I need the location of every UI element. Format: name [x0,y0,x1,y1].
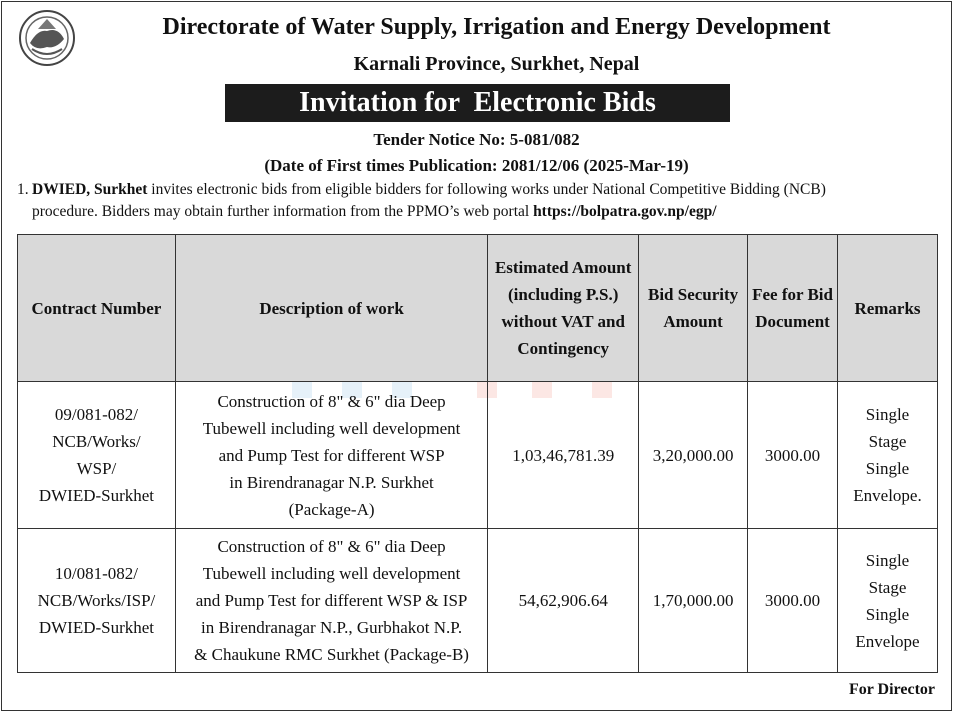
description-line: Construction of 8" & 6" dia Deep [217,537,446,556]
contract-line: DWIED-Surkhet [38,486,155,505]
bid-security-cell: 1,70,000.00 [638,528,749,673]
column-header-security: Bid Security Amount [638,234,749,382]
remarks-line: Stage [868,577,907,597]
description-line: and Pump Test for different WSP & ISP [195,591,468,610]
column-header-estimated: Estimated Amount (including P.S.) withou… [487,234,640,382]
remarks-line: Single [865,459,910,478]
description-line: Construction of 8" & 6" dia Deep [217,391,446,411]
column-header-fee: Fee for Bid Document [747,234,839,382]
description-cell: Construction of 8" & 6" dia Deep Tubewel… [174,381,489,529]
description-line: Tubewell including well development [202,418,461,438]
description-line: in Birendranagar N.P., Gurbhakot N.P. [201,618,463,637]
intro-paragraph: 1. DWIED, Surkhet invites electronic bids… [17,179,935,223]
remarks-line: Single [865,604,910,624]
contract-line: 09/081-082/ [54,405,138,424]
remarks-line: Envelope [855,631,920,651]
table-row: 09/081-082/ NCB/Works/ WSP/ DWIED-Surkhe… [17,381,938,529]
table-row: 10/081-082/ NCB/Works/ISP/ DWIED-Surkhet… [17,528,938,673]
column-header-description: Description of work [174,234,489,382]
portal-link[interactable]: https://bolpatra.gov.np/egp/ [533,203,717,220]
contract-number-cell: 09/081-082/ NCB/Works/ WSP/ DWIED-Surkhe… [17,381,176,529]
table-header-row: Contract Number Description of work Esti… [17,234,938,382]
bid-security-cell: 3,20,000.00 [638,381,749,529]
tender-notice-number: Tender Notice No: 5-081/082 [373,130,580,149]
remarks-line: Envelope. [853,486,922,505]
contract-line: 10/081-082/ [54,564,138,583]
description-line: and Pump Test for different WSP [218,445,445,465]
fee-cell: 3000.00 [747,528,839,673]
contract-line: NCB/Works/ [52,432,141,451]
fee-cell: 3000.00 [747,381,839,529]
remarks-line: Single [865,550,910,570]
bids-table: Contract Number Description of work Esti… [17,234,938,673]
contract-number-cell: 10/081-082/ NCB/Works/ISP/ DWIED-Surkhet [17,528,176,673]
signoff: For Director [848,681,935,698]
remarks-cell: Single Stage Single Envelope. [837,381,938,529]
publication-date: (Date of First times Publication: 2081/1… [264,156,689,175]
contract-line: DWIED-Surkhet [38,618,155,637]
description-cell: Construction of 8" & 6" dia Deep Tubewel… [174,528,489,673]
remarks-line: Stage [868,432,907,451]
column-header-contract: Contract Number [17,234,176,382]
remarks-line: Single [865,405,910,424]
invitation-banner: Invitation for Electronic Bids [225,84,730,122]
remarks-cell: Single Stage Single Envelope [837,528,938,673]
contract-line: WSP/ [76,459,117,478]
paragraph-number: 1. [17,181,29,198]
description-line: (Package-A) [288,499,375,519]
description-line: in Birendranagar N.P. Surkhet [229,472,434,492]
estimated-amount-cell: 54,62,906.64 [487,528,640,673]
description-line: & Chaukune RMC Surkhet (Package-B) [194,645,469,664]
intro-text-line1: invites electronic bids from eligible bi… [147,181,826,198]
directorate-title: Directorate of Water Supply, Irrigation … [162,14,831,40]
intro-text-line2: procedure. Bidders may obtain further in… [32,203,534,220]
description-line: Tubewell including well development [202,564,461,583]
intro-org: DWIED, Surkhet [32,181,148,198]
contract-line: NCB/Works/ISP/ [37,591,156,610]
nepal-emblem-icon [19,10,75,66]
estimated-amount-cell: 1,03,46,781.39 [487,381,640,529]
directorate-subtitle: Karnali Province, Surkhet, Nepal [353,53,640,75]
column-header-remarks: Remarks [837,234,938,382]
